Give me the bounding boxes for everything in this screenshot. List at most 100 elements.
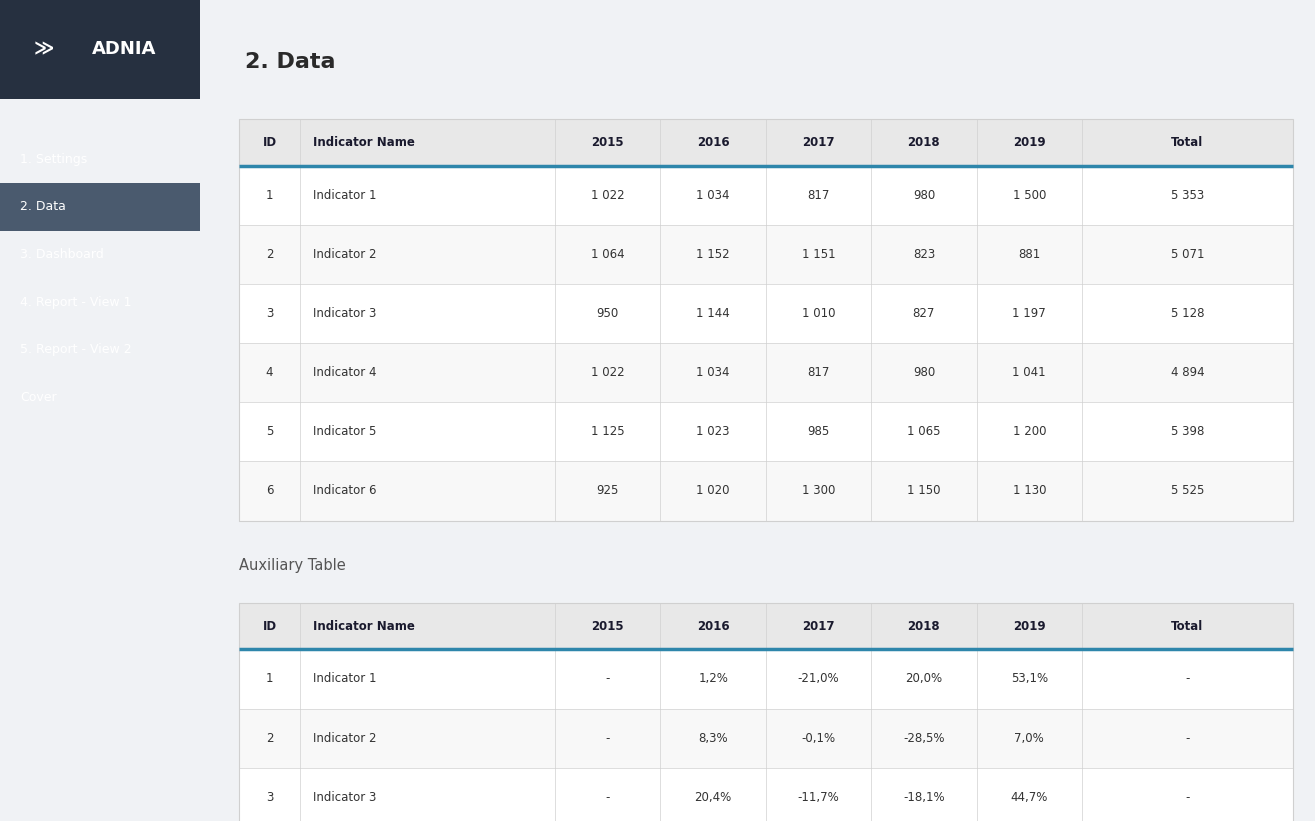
Text: -: - [606, 791, 610, 804]
Text: -11,7%: -11,7% [798, 791, 839, 804]
Text: 1 200: 1 200 [1013, 425, 1045, 438]
Text: -18,1%: -18,1% [903, 791, 944, 804]
Text: Indicator 4: Indicator 4 [313, 366, 376, 379]
Text: 985: 985 [807, 425, 830, 438]
Bar [239, 166, 1293, 225]
Text: 5. Report - View 2: 5. Report - View 2 [20, 343, 132, 356]
Text: Indicator 1: Indicator 1 [313, 189, 376, 202]
Text: ≫: ≫ [34, 39, 54, 59]
Text: 950: 950 [597, 307, 619, 320]
Text: 6: 6 [266, 484, 274, 498]
Text: 5: 5 [266, 425, 274, 438]
Text: 2018: 2018 [907, 620, 940, 632]
Text: -: - [1185, 672, 1190, 686]
Text: 2015: 2015 [592, 620, 625, 632]
Bar [239, 402, 1293, 461]
Text: 1 500: 1 500 [1013, 189, 1045, 202]
Text: 1 300: 1 300 [802, 484, 835, 498]
Text: 44,7%: 44,7% [1011, 791, 1048, 804]
Text: ADNIA: ADNIA [92, 40, 156, 58]
Bar [239, 603, 1293, 649]
Bar [239, 768, 1293, 821]
Text: 1 064: 1 064 [590, 248, 625, 261]
Text: 7,0%: 7,0% [1014, 732, 1044, 745]
Text: Indicator 5: Indicator 5 [313, 425, 376, 438]
Text: 2015: 2015 [592, 136, 625, 149]
Text: 4 894: 4 894 [1170, 366, 1205, 379]
Text: 2017: 2017 [802, 136, 835, 149]
Text: -21,0%: -21,0% [798, 672, 839, 686]
Bar [239, 119, 1293, 166]
Text: -: - [1185, 791, 1190, 804]
Bar [239, 649, 1293, 709]
Text: 2: 2 [266, 732, 274, 745]
Text: 1: 1 [266, 672, 274, 686]
Text: 5 353: 5 353 [1170, 189, 1205, 202]
Text: 1 034: 1 034 [697, 189, 730, 202]
Text: Indicator 2: Indicator 2 [313, 732, 376, 745]
Bar [239, 343, 1293, 402]
Text: 2019: 2019 [1013, 620, 1045, 632]
Text: 1 144: 1 144 [697, 307, 730, 320]
Text: 925: 925 [597, 484, 619, 498]
Text: Total: Total [1172, 136, 1203, 149]
Text: 20,4%: 20,4% [694, 791, 732, 804]
Text: 980: 980 [913, 189, 935, 202]
Text: 823: 823 [913, 248, 935, 261]
Text: Indicator 2: Indicator 2 [313, 248, 376, 261]
Text: 5 128: 5 128 [1170, 307, 1205, 320]
Text: 827: 827 [913, 307, 935, 320]
Text: 4. Report - View 1: 4. Report - View 1 [20, 296, 132, 309]
Text: ID: ID [263, 136, 276, 149]
Text: Cover: Cover [20, 391, 57, 404]
Text: 1. Settings: 1. Settings [20, 153, 87, 166]
Bar [0, 0, 200, 99]
Text: 1 010: 1 010 [802, 307, 835, 320]
Text: 5 525: 5 525 [1170, 484, 1205, 498]
Text: 1 023: 1 023 [697, 425, 730, 438]
Text: 3: 3 [266, 791, 274, 804]
Text: 5 071: 5 071 [1170, 248, 1205, 261]
Text: ID: ID [263, 620, 276, 632]
Text: Total: Total [1172, 620, 1203, 632]
Text: 817: 817 [807, 366, 830, 379]
Text: 2019: 2019 [1013, 136, 1045, 149]
Text: 2. Data: 2. Data [245, 52, 335, 71]
Text: 1 150: 1 150 [907, 484, 940, 498]
Text: 1 152: 1 152 [697, 248, 730, 261]
Text: 1 130: 1 130 [1013, 484, 1045, 498]
Text: 1: 1 [266, 189, 274, 202]
Bar [239, 461, 1293, 521]
Text: 1 022: 1 022 [590, 366, 625, 379]
Text: 1 034: 1 034 [697, 366, 730, 379]
Text: Auxiliary Table: Auxiliary Table [239, 558, 346, 573]
Text: Indicator 6: Indicator 6 [313, 484, 376, 498]
Text: -28,5%: -28,5% [903, 732, 944, 745]
Bar [0, 183, 200, 231]
Text: 4: 4 [266, 366, 274, 379]
Text: 1 020: 1 020 [697, 484, 730, 498]
Text: Indicator 3: Indicator 3 [313, 307, 376, 320]
Text: 1 022: 1 022 [590, 189, 625, 202]
Text: 1,2%: 1,2% [698, 672, 729, 686]
Text: 2: 2 [266, 248, 274, 261]
Text: 2. Data: 2. Data [20, 200, 66, 213]
Text: 2016: 2016 [697, 620, 730, 632]
Text: 2017: 2017 [802, 620, 835, 632]
Text: 881: 881 [1018, 248, 1040, 261]
Text: -: - [606, 732, 610, 745]
Text: -: - [1185, 732, 1190, 745]
Text: -: - [606, 672, 610, 686]
Text: 8,3%: 8,3% [698, 732, 729, 745]
Text: 1 125: 1 125 [590, 425, 625, 438]
Text: 2018: 2018 [907, 136, 940, 149]
Text: 1 065: 1 065 [907, 425, 940, 438]
Bar [239, 603, 1293, 821]
Text: Indicator 1: Indicator 1 [313, 672, 376, 686]
Text: 3: 3 [266, 307, 274, 320]
Bar [239, 225, 1293, 284]
Text: 2016: 2016 [697, 136, 730, 149]
Text: 53,1%: 53,1% [1011, 672, 1048, 686]
Text: 5 398: 5 398 [1170, 425, 1205, 438]
Text: 817: 817 [807, 189, 830, 202]
